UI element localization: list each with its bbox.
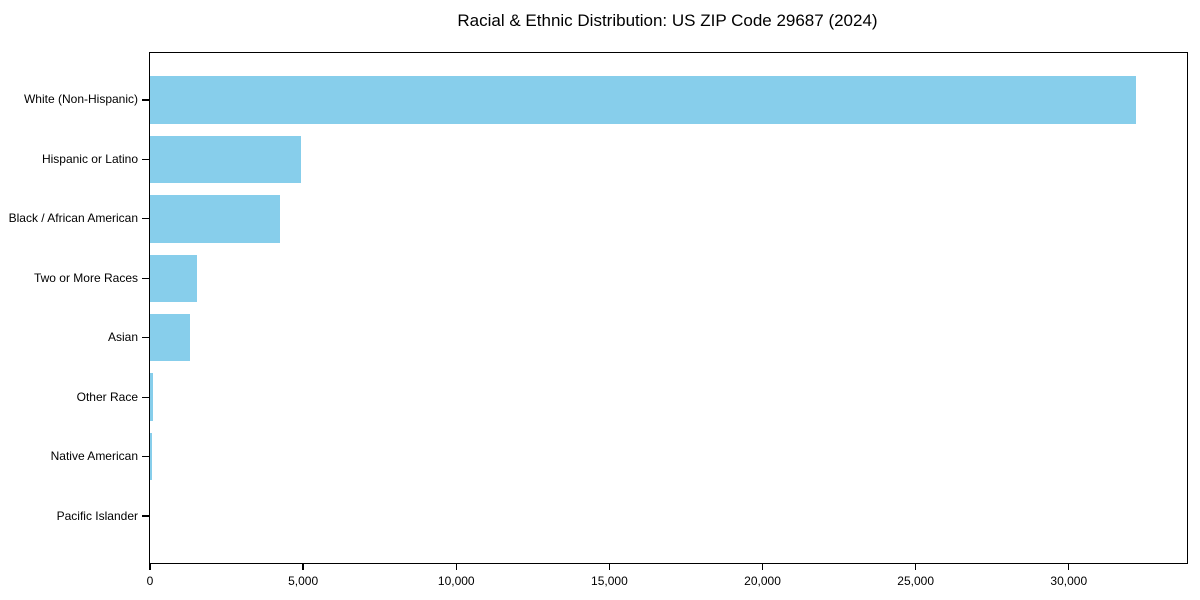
- y-tick-mark: [142, 455, 150, 458]
- x-tick-mark: [149, 563, 151, 570]
- y-tick-mark: [142, 158, 150, 161]
- x-tick-label-25-000: 25,000: [897, 574, 934, 588]
- y-tick-label-white-non-hispanic: White (Non-Hispanic): [23, 92, 138, 107]
- bar-white-non-hispanic: [150, 76, 1137, 124]
- x-tick-label-5-000: 5,000: [288, 574, 319, 588]
- y-tick-label-asian: Asian: [107, 330, 138, 345]
- y-tick-label-two-or-more-races: Two or More Races: [33, 270, 138, 285]
- x-tick-mark: [455, 563, 457, 570]
- y-tick-mark: [142, 396, 150, 398]
- bar-black-african-american: [150, 195, 281, 243]
- x-tick-label-30-000: 30,000: [1050, 574, 1088, 588]
- bar-hispanic-or-latino: [150, 135, 301, 184]
- plot-area: White (Non-Hispanic) Hispanic or Latino Bl…: [9, 52, 1188, 588]
- y-tick-label-black-african-american: Black / African American: [8, 211, 138, 226]
- x-tick-mark: [608, 563, 611, 570]
- bar-two-or-more-races: [150, 254, 197, 303]
- bar-asian: [150, 313, 191, 362]
- x-tick-mark: [1068, 563, 1070, 570]
- x-tick-label-20-000: 20,000: [744, 574, 781, 588]
- x-tick-mark: [915, 563, 917, 570]
- y-tick-mark: [142, 277, 150, 279]
- y-tick-mark: [142, 515, 150, 517]
- y-tick-label-hispanic-or-latino: Hispanic or Latino: [41, 151, 138, 166]
- y-tick-mark: [142, 337, 150, 339]
- x-tick-mark: [302, 563, 304, 570]
- y-tick-label-pacific-islander: Pacific Islander: [56, 508, 138, 523]
- x-tick-mark: [761, 563, 764, 570]
- y-tick-mark: [142, 99, 150, 101]
- chart-title: Racial & Ethnic Distribution: US ZIP Cod…: [457, 11, 878, 30]
- x-tick-label-0: 0: [146, 574, 154, 588]
- bar-native-american: [150, 432, 153, 481]
- y-tick-mark: [142, 218, 150, 220]
- y-tick-label-other-race: Other Race: [76, 389, 138, 404]
- x-tick-label-10-000: 10,000: [437, 574, 475, 588]
- bar-other-race: [150, 373, 154, 421]
- y-tick-label-native-american: Native American: [50, 449, 138, 464]
- x-tick-label-15-000: 15,000: [591, 574, 628, 588]
